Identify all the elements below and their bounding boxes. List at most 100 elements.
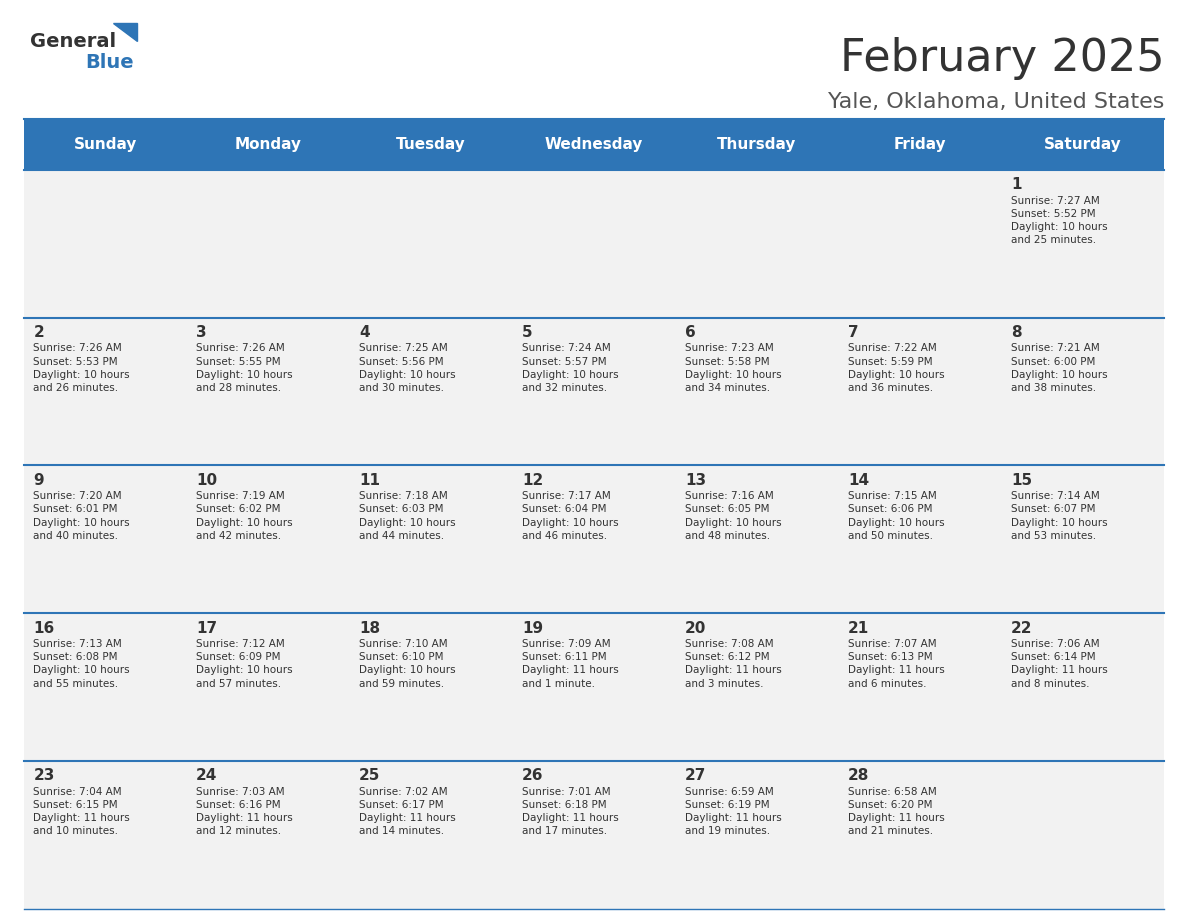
Text: Thursday: Thursday [718,137,797,152]
Text: 18: 18 [359,621,380,635]
Text: Sunrise: 7:24 AM
Sunset: 5:57 PM
Daylight: 10 hours
and 32 minutes.: Sunrise: 7:24 AM Sunset: 5:57 PM Dayligh… [522,343,619,393]
Bar [349,170,512,318]
Text: Sunrise: 7:10 AM
Sunset: 6:10 PM
Daylight: 10 hours
and 59 minutes.: Sunrise: 7:10 AM Sunset: 6:10 PM Dayligh… [359,639,456,688]
Bar [187,613,349,761]
Text: Sunrise: 7:26 AM
Sunset: 5:55 PM
Daylight: 10 hours
and 28 minutes.: Sunrise: 7:26 AM Sunset: 5:55 PM Dayligh… [196,343,292,393]
Text: Yale, Oklahoma, United States: Yale, Oklahoma, United States [828,92,1164,112]
Text: Sunrise: 7:01 AM
Sunset: 6:18 PM
Daylight: 11 hours
and 17 minutes.: Sunrise: 7:01 AM Sunset: 6:18 PM Dayligh… [522,787,619,836]
Text: Sunrise: 7:23 AM
Sunset: 5:58 PM
Daylight: 10 hours
and 34 minutes.: Sunrise: 7:23 AM Sunset: 5:58 PM Dayligh… [685,343,782,393]
Text: 19: 19 [522,621,543,635]
Text: Sunrise: 7:17 AM
Sunset: 6:04 PM
Daylight: 10 hours
and 46 minutes.: Sunrise: 7:17 AM Sunset: 6:04 PM Dayligh… [522,491,619,541]
Bar [676,613,839,761]
Text: Sunrise: 6:58 AM
Sunset: 6:20 PM
Daylight: 11 hours
and 21 minutes.: Sunrise: 6:58 AM Sunset: 6:20 PM Dayligh… [848,787,944,836]
Text: 16: 16 [33,621,55,635]
Bar [24,761,187,909]
Text: Tuesday: Tuesday [397,137,466,152]
Bar [1001,613,1164,761]
Text: Sunday: Sunday [74,137,137,152]
Text: Friday: Friday [893,137,946,152]
Bar [24,318,187,465]
Bar [512,170,676,318]
Bar [187,119,349,170]
Bar [512,761,676,909]
Bar [1001,465,1164,613]
Bar [1001,170,1164,318]
Bar [676,170,839,318]
Bar [839,465,1001,613]
Text: 1: 1 [1011,177,1022,192]
Bar [1001,318,1164,465]
Text: Sunrise: 7:15 AM
Sunset: 6:06 PM
Daylight: 10 hours
and 50 minutes.: Sunrise: 7:15 AM Sunset: 6:06 PM Dayligh… [848,491,944,541]
Text: Sunrise: 7:27 AM
Sunset: 5:52 PM
Daylight: 10 hours
and 25 minutes.: Sunrise: 7:27 AM Sunset: 5:52 PM Dayligh… [1011,196,1107,245]
Text: Sunrise: 7:19 AM
Sunset: 6:02 PM
Daylight: 10 hours
and 42 minutes.: Sunrise: 7:19 AM Sunset: 6:02 PM Dayligh… [196,491,292,541]
Bar [676,465,839,613]
Bar [24,465,187,613]
Bar [187,170,349,318]
Text: 25: 25 [359,768,380,783]
Text: 15: 15 [1011,473,1032,487]
Text: Saturday: Saturday [1044,137,1121,152]
Bar [349,465,512,613]
Text: Sunrise: 7:18 AM
Sunset: 6:03 PM
Daylight: 10 hours
and 44 minutes.: Sunrise: 7:18 AM Sunset: 6:03 PM Dayligh… [359,491,456,541]
Text: Sunrise: 7:02 AM
Sunset: 6:17 PM
Daylight: 11 hours
and 14 minutes.: Sunrise: 7:02 AM Sunset: 6:17 PM Dayligh… [359,787,456,836]
Bar [187,465,349,613]
Text: 28: 28 [848,768,870,783]
Text: Sunrise: 7:26 AM
Sunset: 5:53 PM
Daylight: 10 hours
and 26 minutes.: Sunrise: 7:26 AM Sunset: 5:53 PM Dayligh… [33,343,129,393]
Text: Sunrise: 6:59 AM
Sunset: 6:19 PM
Daylight: 11 hours
and 19 minutes.: Sunrise: 6:59 AM Sunset: 6:19 PM Dayligh… [685,787,782,836]
Text: Monday: Monday [235,137,302,152]
Text: Sunrise: 7:08 AM
Sunset: 6:12 PM
Daylight: 11 hours
and 3 minutes.: Sunrise: 7:08 AM Sunset: 6:12 PM Dayligh… [685,639,782,688]
Text: Sunrise: 7:22 AM
Sunset: 5:59 PM
Daylight: 10 hours
and 36 minutes.: Sunrise: 7:22 AM Sunset: 5:59 PM Dayligh… [848,343,944,393]
Text: 4: 4 [359,325,369,340]
Text: Sunrise: 7:13 AM
Sunset: 6:08 PM
Daylight: 10 hours
and 55 minutes.: Sunrise: 7:13 AM Sunset: 6:08 PM Dayligh… [33,639,129,688]
Text: Sunrise: 7:12 AM
Sunset: 6:09 PM
Daylight: 10 hours
and 57 minutes.: Sunrise: 7:12 AM Sunset: 6:09 PM Dayligh… [196,639,292,688]
Bar [676,761,839,909]
Bar [512,119,676,170]
Text: Sunrise: 7:03 AM
Sunset: 6:16 PM
Daylight: 11 hours
and 12 minutes.: Sunrise: 7:03 AM Sunset: 6:16 PM Dayligh… [196,787,293,836]
Text: 3: 3 [196,325,207,340]
Text: 14: 14 [848,473,868,487]
Bar [24,119,187,170]
Text: 17: 17 [196,621,217,635]
Text: Sunrise: 7:06 AM
Sunset: 6:14 PM
Daylight: 11 hours
and 8 minutes.: Sunrise: 7:06 AM Sunset: 6:14 PM Dayligh… [1011,639,1107,688]
Bar [349,119,512,170]
Text: Sunrise: 7:20 AM
Sunset: 6:01 PM
Daylight: 10 hours
and 40 minutes.: Sunrise: 7:20 AM Sunset: 6:01 PM Dayligh… [33,491,129,541]
Text: 10: 10 [196,473,217,487]
Text: Sunrise: 7:25 AM
Sunset: 5:56 PM
Daylight: 10 hours
and 30 minutes.: Sunrise: 7:25 AM Sunset: 5:56 PM Dayligh… [359,343,456,393]
Text: Sunrise: 7:14 AM
Sunset: 6:07 PM
Daylight: 10 hours
and 53 minutes.: Sunrise: 7:14 AM Sunset: 6:07 PM Dayligh… [1011,491,1107,541]
Text: 11: 11 [359,473,380,487]
Bar [349,613,512,761]
Text: February 2025: February 2025 [840,37,1164,80]
Text: 23: 23 [33,768,55,783]
Text: 7: 7 [848,325,859,340]
Bar [839,761,1001,909]
Polygon shape [113,23,137,41]
Bar [187,318,349,465]
Bar [676,318,839,465]
Text: Sunrise: 7:21 AM
Sunset: 6:00 PM
Daylight: 10 hours
and 38 minutes.: Sunrise: 7:21 AM Sunset: 6:00 PM Dayligh… [1011,343,1107,393]
Bar [512,613,676,761]
Text: 5: 5 [522,325,532,340]
Bar [349,761,512,909]
Bar [24,613,187,761]
Bar [839,170,1001,318]
Text: General: General [30,32,115,51]
Bar [187,761,349,909]
Bar [1001,119,1164,170]
Text: 2: 2 [33,325,44,340]
Text: 13: 13 [685,473,706,487]
Text: 27: 27 [685,768,707,783]
Bar [512,318,676,465]
Bar [676,119,839,170]
Text: Blue: Blue [86,53,134,73]
Text: Sunrise: 7:07 AM
Sunset: 6:13 PM
Daylight: 11 hours
and 6 minutes.: Sunrise: 7:07 AM Sunset: 6:13 PM Dayligh… [848,639,944,688]
Bar [839,119,1001,170]
Text: Wednesday: Wednesday [545,137,643,152]
Bar [512,465,676,613]
Bar [839,318,1001,465]
Text: 20: 20 [685,621,707,635]
Bar [349,318,512,465]
Text: 12: 12 [522,473,543,487]
Bar [24,170,187,318]
Text: 21: 21 [848,621,870,635]
Text: 24: 24 [196,768,217,783]
